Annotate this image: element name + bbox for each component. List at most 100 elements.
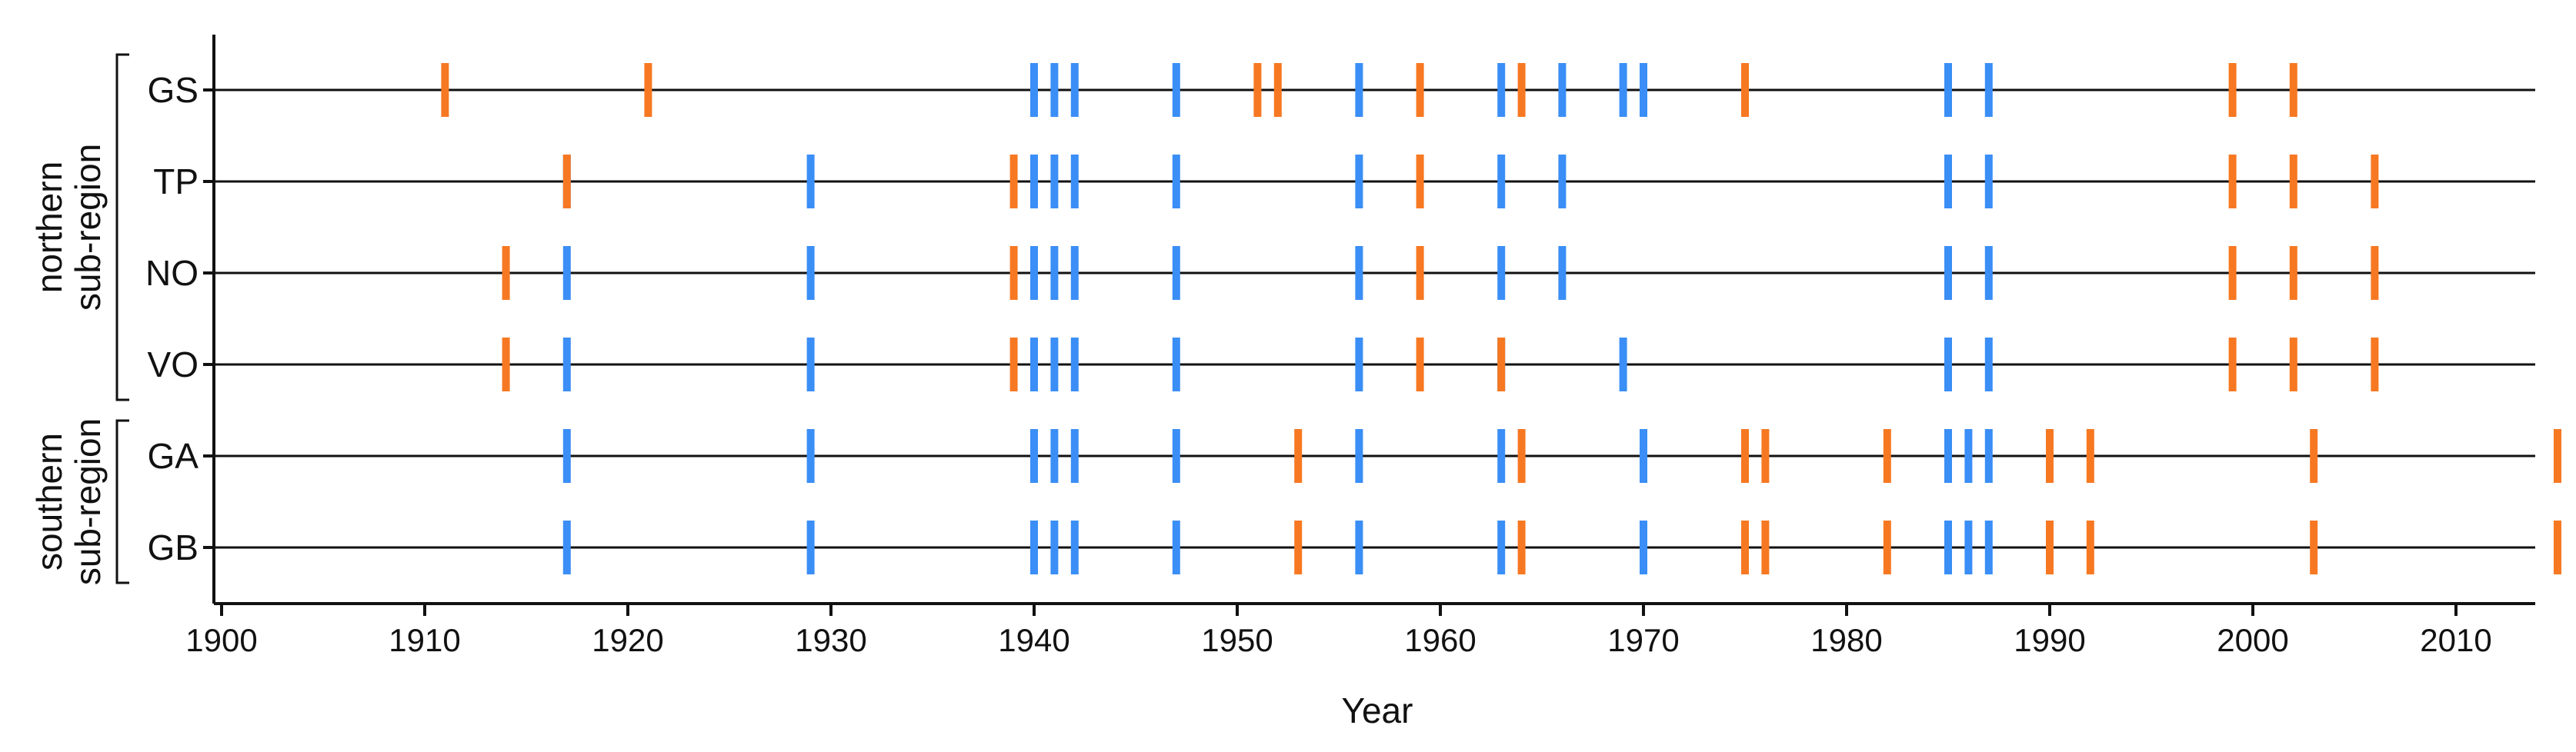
blue-event-mark-gs-1942	[1070, 63, 1079, 117]
site-label-vo: VO	[148, 344, 199, 384]
x-tick-label: 1920	[592, 622, 663, 658]
x-tick-label: 2010	[2420, 622, 2491, 658]
blue-event-mark-tp-1940	[1030, 155, 1038, 208]
orange-event-mark-gb-1992	[2086, 521, 2094, 574]
orange-event-mark-vo-1939	[1009, 338, 1018, 391]
blue-event-mark-ga-1942	[1070, 429, 1079, 483]
orange-event-mark-ga-1992	[2086, 429, 2094, 483]
blue-event-mark-gb-1941	[1050, 521, 1059, 574]
site-label-tp: TP	[153, 161, 199, 201]
blue-event-mark-gb-1917	[562, 521, 571, 574]
blue-event-mark-gs-1947	[1172, 63, 1180, 117]
blue-event-mark-gb-1985	[1944, 521, 1952, 574]
orange-event-mark-vo-2006	[2371, 338, 2379, 391]
orange-event-mark-no-1939	[1009, 246, 1018, 300]
labels: GSTPNOVOGAGBnorthernsub-regionsouthernsu…	[29, 53, 199, 585]
x-tick-label: 1940	[998, 622, 1069, 658]
blue-event-mark-tp-1947	[1172, 155, 1180, 208]
orange-event-mark-gb-1976	[1761, 521, 1770, 574]
orange-event-mark-gs-1975	[1741, 63, 1749, 117]
blue-event-mark-vo-1917	[562, 338, 571, 391]
orange-event-mark-no-2002	[2289, 246, 2297, 300]
blue-event-mark-gs-1941	[1050, 63, 1059, 117]
orange-event-mark-tp-2006	[2371, 155, 2379, 208]
blue-event-mark-ga-1985	[1944, 429, 1952, 483]
orange-event-mark-gb-1990	[2046, 521, 2054, 574]
blue-event-mark-no-1917	[562, 246, 571, 300]
blue-event-mark-tp-1956	[1355, 155, 1363, 208]
blue-event-mark-gs-1970	[1640, 63, 1647, 117]
orange-event-mark-vo-2002	[2289, 338, 2297, 391]
orange-event-mark-gb-2015	[2554, 521, 2561, 574]
blue-event-mark-gb-1942	[1070, 521, 1079, 574]
orange-event-mark-gs-1952	[1273, 63, 1282, 117]
orange-event-mark-gb-1975	[1741, 521, 1749, 574]
blue-event-mark-gb-1963	[1497, 521, 1506, 574]
blue-event-mark-tp-1985	[1944, 155, 1952, 208]
blue-event-mark-ga-1940	[1030, 429, 1038, 483]
group-label-line2-0: sub-region	[68, 144, 108, 311]
x-tick-label: 2000	[2217, 622, 2288, 658]
orange-event-mark-tp-1939	[1009, 155, 1018, 208]
blue-event-mark-gb-1970	[1640, 521, 1647, 574]
blue-event-mark-gb-1940	[1030, 521, 1038, 574]
group-label-line1-1: southern	[29, 433, 69, 571]
orange-event-mark-vo-1959	[1416, 338, 1424, 391]
blue-event-mark-gb-1947	[1172, 521, 1180, 574]
group-label-line1-0: northern	[29, 161, 69, 293]
axes: 1900 1910 1920 1930 1940 1950 1960 1970 1980 1990…	[185, 35, 2535, 658]
blue-event-mark-vo-1969	[1619, 338, 1627, 391]
blue-event-mark-gs-1940	[1030, 63, 1038, 117]
orange-event-mark-ga-1975	[1741, 429, 1749, 483]
orange-event-mark-gb-1964	[1517, 521, 1526, 574]
site-label-no: NO	[145, 253, 199, 293]
blue-event-mark-gs-1969	[1619, 63, 1627, 117]
orange-event-mark-ga-1990	[2046, 429, 2054, 483]
orange-event-mark-vo-1963	[1497, 338, 1506, 391]
orange-event-mark-gs-1911	[441, 63, 449, 117]
orange-event-mark-no-1959	[1416, 246, 1424, 300]
blue-event-mark-no-1942	[1070, 246, 1079, 300]
blue-event-mark-ga-1917	[562, 429, 571, 483]
orange-event-mark-gb-2003	[2310, 521, 2318, 574]
group-bracket-0	[115, 53, 129, 401]
blue-event-mark-vo-1940	[1030, 338, 1038, 391]
blue-event-mark-ga-1987	[1984, 429, 1993, 483]
group-label-line2-1: sub-region	[68, 418, 108, 585]
blue-event-mark-no-1941	[1050, 246, 1059, 300]
blue-event-mark-tp-1963	[1497, 155, 1506, 208]
orange-event-mark-no-1999	[2228, 246, 2237, 300]
blue-event-mark-tp-1987	[1984, 155, 1993, 208]
x-axis-title: Year	[1342, 690, 1413, 730]
blue-event-mark-gb-1929	[806, 521, 815, 574]
blue-event-mark-tp-1942	[1070, 155, 1079, 208]
blue-event-mark-vo-1941	[1050, 338, 1059, 391]
blue-event-mark-no-1929	[806, 246, 815, 300]
blue-event-mark-gs-1987	[1984, 63, 1993, 117]
blue-event-mark-gs-1956	[1355, 63, 1363, 117]
blue-event-mark-tp-1966	[1558, 155, 1567, 208]
blue-event-mark-gb-1986	[1964, 521, 1973, 574]
site-label-gb: GB	[148, 527, 199, 567]
blue-event-mark-no-1947	[1172, 246, 1180, 300]
blue-event-mark-no-1987	[1984, 246, 1993, 300]
orange-event-mark-gs-1921	[644, 63, 652, 117]
blue-event-mark-vo-1942	[1070, 338, 1079, 391]
blue-event-mark-vo-1929	[806, 338, 815, 391]
blue-event-mark-vo-1985	[1944, 338, 1952, 391]
x-tick-label: 1990	[2014, 622, 2085, 658]
orange-event-mark-tp-1999	[2228, 155, 2237, 208]
orange-event-mark-ga-1964	[1517, 429, 1526, 483]
orange-event-mark-tp-1917	[562, 155, 571, 208]
blue-event-mark-ga-1929	[806, 429, 815, 483]
blue-event-mark-no-1940	[1030, 246, 1038, 300]
x-tick-label: 1910	[389, 622, 460, 658]
orange-event-mark-gs-1959	[1416, 63, 1424, 117]
orange-event-mark-gs-1999	[2228, 63, 2237, 117]
blue-event-mark-ga-1947	[1172, 429, 1180, 483]
blue-event-mark-ga-1956	[1355, 429, 1363, 483]
orange-event-mark-ga-1976	[1761, 429, 1770, 483]
blue-event-mark-gs-1966	[1558, 63, 1567, 117]
